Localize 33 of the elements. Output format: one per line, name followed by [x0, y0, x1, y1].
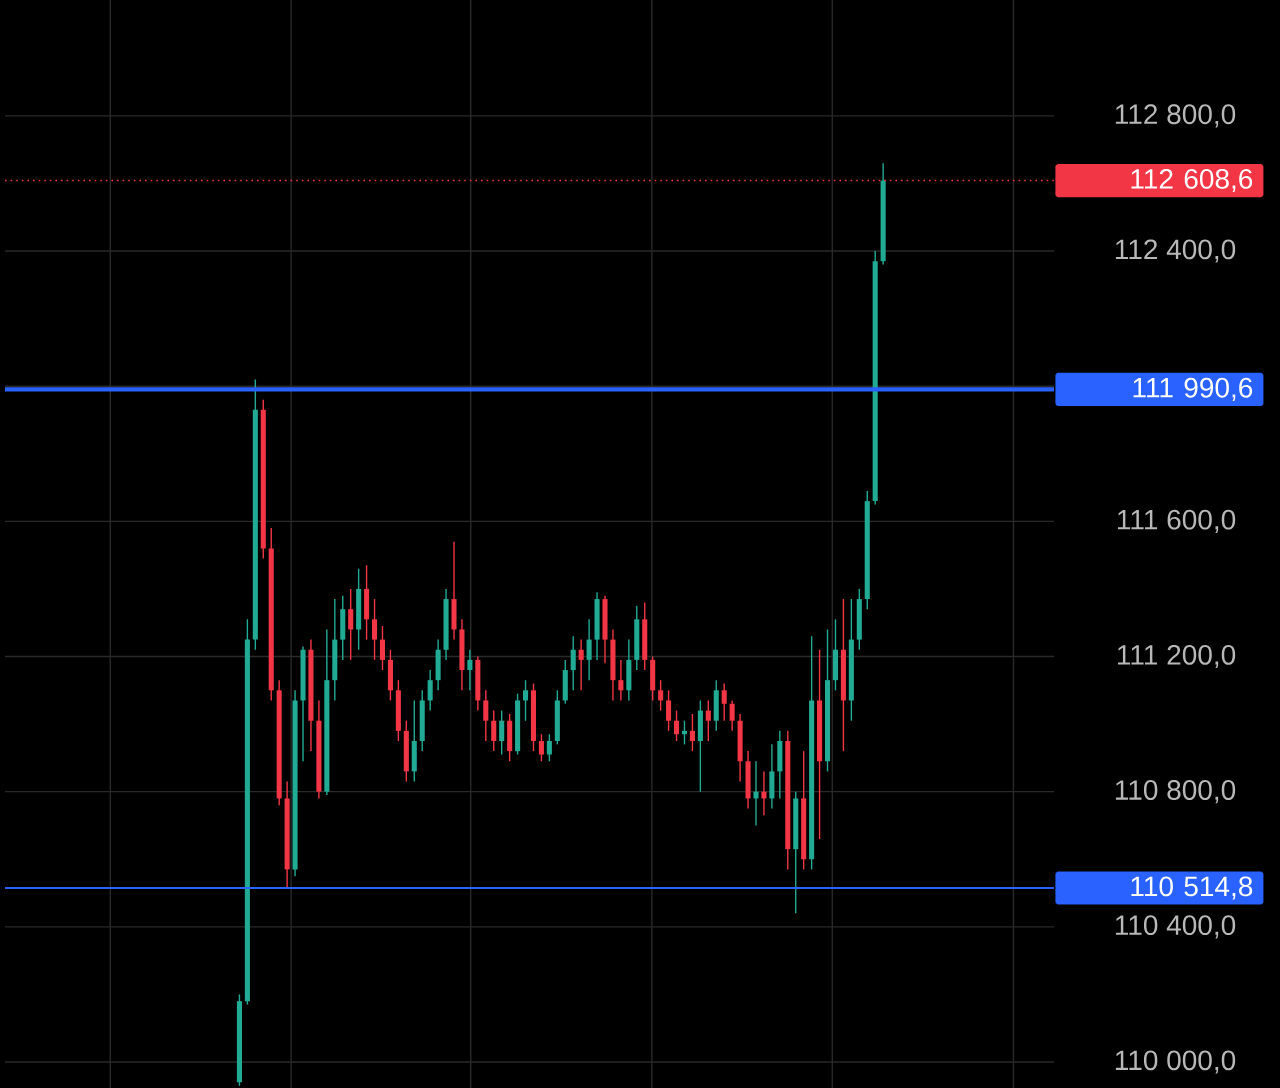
- ref-line-label: 112 608,6: [1131, 168, 1253, 193]
- y-tick-label: 110 800,0: [1115, 780, 1236, 804]
- ref-line-label: 111 990,6: [1133, 377, 1253, 401]
- candlestick: [491, 709, 497, 752]
- candlestick: [689, 713, 695, 752]
- candlestick: [666, 689, 672, 732]
- y-tick-label: 112 800,0: [1115, 104, 1236, 128]
- candlestick: [538, 733, 544, 762]
- candlestick: [618, 659, 624, 702]
- candlestick: [379, 625, 386, 671]
- candlestick: [371, 598, 378, 661]
- candlestick: [705, 699, 711, 742]
- candlestick: [427, 669, 433, 712]
- candlestick: [658, 679, 664, 712]
- candlestick: [586, 618, 592, 681]
- candlestick: [570, 635, 576, 691]
- candlestick: [753, 760, 759, 827]
- candlestick: [729, 699, 735, 732]
- candlestick: [467, 649, 473, 691]
- y-tick-label: 111 200,0: [1118, 644, 1236, 669]
- candlestick: [546, 733, 552, 762]
- candlestick: [578, 638, 584, 691]
- y-tick-label: 112 400,0: [1115, 239, 1236, 263]
- candlestick: [348, 588, 354, 661]
- ref-line-label: 110 514,8: [1131, 876, 1253, 900]
- y-tick-label: 110 400,0: [1115, 915, 1236, 939]
- y-tick-label: 110 000,0: [1115, 1050, 1236, 1074]
- candlestick: [499, 709, 505, 756]
- candlestick: [483, 689, 489, 742]
- y-tick-label: 111 600,0: [1118, 509, 1236, 533]
- candlestick: [721, 682, 727, 722]
- candlestick: [673, 709, 680, 742]
- candlestick: [522, 679, 529, 722]
